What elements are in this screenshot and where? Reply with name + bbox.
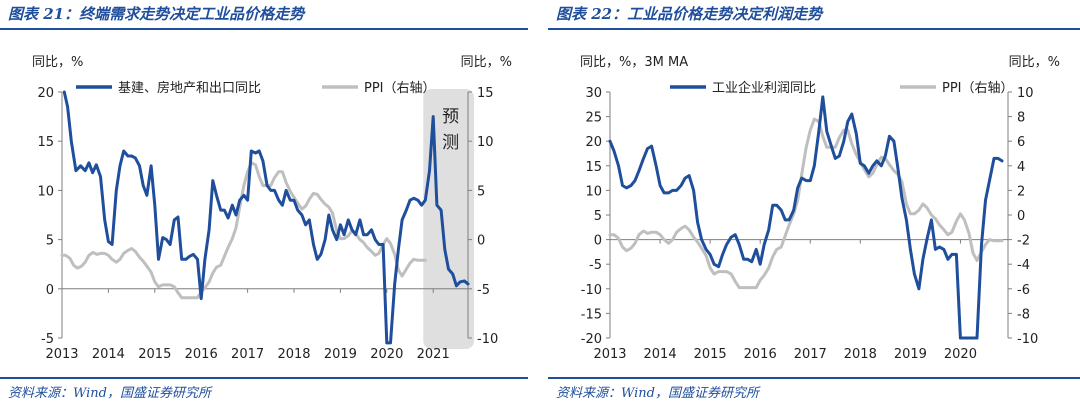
right-tick-label: -10 xyxy=(477,332,498,347)
figure-21-source: 资料来源：Wind，国盛证券研究所 xyxy=(8,386,211,401)
right-tick-label: 5 xyxy=(477,184,485,199)
right-axis-unit-label: 同比，% xyxy=(461,55,512,70)
series-line-1 xyxy=(608,95,1004,340)
right-tick-label: -4 xyxy=(1017,258,1030,273)
x-tick-label: 2020 xyxy=(370,347,403,362)
figure-22-panel: 图表 22：工业品价格走势决定利润走势 -20 -15 -10 -5 0 5 10 15 20 2… xyxy=(548,0,1080,404)
left-axis-unit-label: 同比，%，3M MA xyxy=(580,55,688,70)
right-tick-label: -5 xyxy=(477,283,490,298)
left-tick-label: 0 xyxy=(46,283,54,298)
left-tick-label: 20 xyxy=(37,86,54,101)
right-tick-label: -8 xyxy=(1017,307,1030,322)
x-tick-label: 2016 xyxy=(185,347,218,362)
x-tick-label: 2017 xyxy=(794,347,827,362)
right-tick-label: -6 xyxy=(1017,283,1030,298)
figure-22-title: 图表 22：工业品价格走势决定利润走势 xyxy=(556,5,823,23)
left-tick-label: 15 xyxy=(37,135,54,150)
x-tick-label: 2014 xyxy=(644,347,677,362)
figure-21-title: 图表 21：终端需求走势决定工业品价格走势 xyxy=(8,5,305,23)
left-tick-label: 10 xyxy=(585,184,602,199)
right-tick-label: 0 xyxy=(477,234,485,249)
figure-22-top-rule xyxy=(548,28,1080,30)
series-line-1 xyxy=(62,90,470,345)
series-line-2 xyxy=(608,117,1004,290)
x-tick-label: 2015 xyxy=(138,347,171,362)
x-tick-label: 2021 xyxy=(417,347,450,362)
forecast-band xyxy=(423,89,474,349)
left-tick-label: 5 xyxy=(594,209,602,224)
figure-22-bottom-rule xyxy=(548,377,1080,379)
right-tick-label: -10 xyxy=(1017,332,1038,347)
forecast-label-char-1: 预 xyxy=(442,107,459,127)
x-tick-label: 2013 xyxy=(45,347,78,362)
left-tick-label: 20 xyxy=(585,135,602,150)
figure-21-panel: 图表 21：终端需求走势决定工业品价格走势 预测 -5 0 5 10 15 20 -10 -5 0… xyxy=(0,0,528,404)
figure-22-chart: -20-15-10-5051015202530-10-8-6-4-2024681… xyxy=(580,55,1060,362)
series-line-2 xyxy=(60,161,427,300)
figure-21-bottom-rule xyxy=(0,377,528,379)
figure-21-chart: 预测 -5 0 5 10 15 20 -10 -5 0 5 10 15 2013 2014 2015 2016 2… xyxy=(32,55,512,362)
x-tick-label: 2020 xyxy=(944,347,977,362)
forecast-label-char-2: 测 xyxy=(442,133,459,153)
right-tick-label: 10 xyxy=(1017,86,1034,101)
legend-label-1: 基建、房地产和出口同比 xyxy=(118,80,261,96)
right-tick-label: 2 xyxy=(1017,184,1025,199)
left-tick-label: 10 xyxy=(37,184,54,199)
x-tick-label: 2018 xyxy=(277,347,310,362)
right-tick-label: 8 xyxy=(1017,111,1025,126)
right-axis-unit-label: 同比，% xyxy=(1009,55,1060,70)
x-tick-label: 2016 xyxy=(744,347,777,362)
left-tick-label: -5 xyxy=(41,332,54,347)
right-tick-label: 4 xyxy=(1017,160,1025,175)
legend-label-2: PPI（右轴） xyxy=(364,81,436,96)
x-tick-label: 2019 xyxy=(324,347,357,362)
right-tick-label: 6 xyxy=(1017,135,1025,150)
left-tick-label: 0 xyxy=(594,234,602,249)
x-tick-label: 2018 xyxy=(844,347,877,362)
left-tick-label: 25 xyxy=(585,111,602,126)
x-tick-label: 2015 xyxy=(694,347,727,362)
left-tick-label: 30 xyxy=(585,86,602,101)
left-tick-label: -15 xyxy=(581,307,602,322)
left-tick-label: 5 xyxy=(46,234,54,249)
x-tick-label: 2013 xyxy=(593,347,626,362)
legend-label-1: 工业企业利润同比 xyxy=(712,80,816,96)
figure-21-top-rule xyxy=(0,28,528,30)
figure-22-source: 资料来源：Wind，国盛证券研究所 xyxy=(556,386,759,401)
left-tick-label: -10 xyxy=(581,283,602,298)
left-axis-unit-label: 同比，% xyxy=(32,55,83,70)
left-tick-label: 15 xyxy=(585,160,602,175)
x-tick-label: 2014 xyxy=(92,347,125,362)
left-tick-label: -20 xyxy=(581,332,602,347)
right-tick-label: 0 xyxy=(1017,209,1025,224)
x-tick-label: 2019 xyxy=(894,347,927,362)
right-tick-label: 10 xyxy=(477,135,494,150)
left-tick-label: -5 xyxy=(589,258,602,273)
legend-label-2: PPI（右轴） xyxy=(942,81,1014,96)
right-tick-label: 15 xyxy=(477,86,494,101)
x-tick-label: 2017 xyxy=(231,347,264,362)
right-tick-label: -2 xyxy=(1017,234,1030,249)
